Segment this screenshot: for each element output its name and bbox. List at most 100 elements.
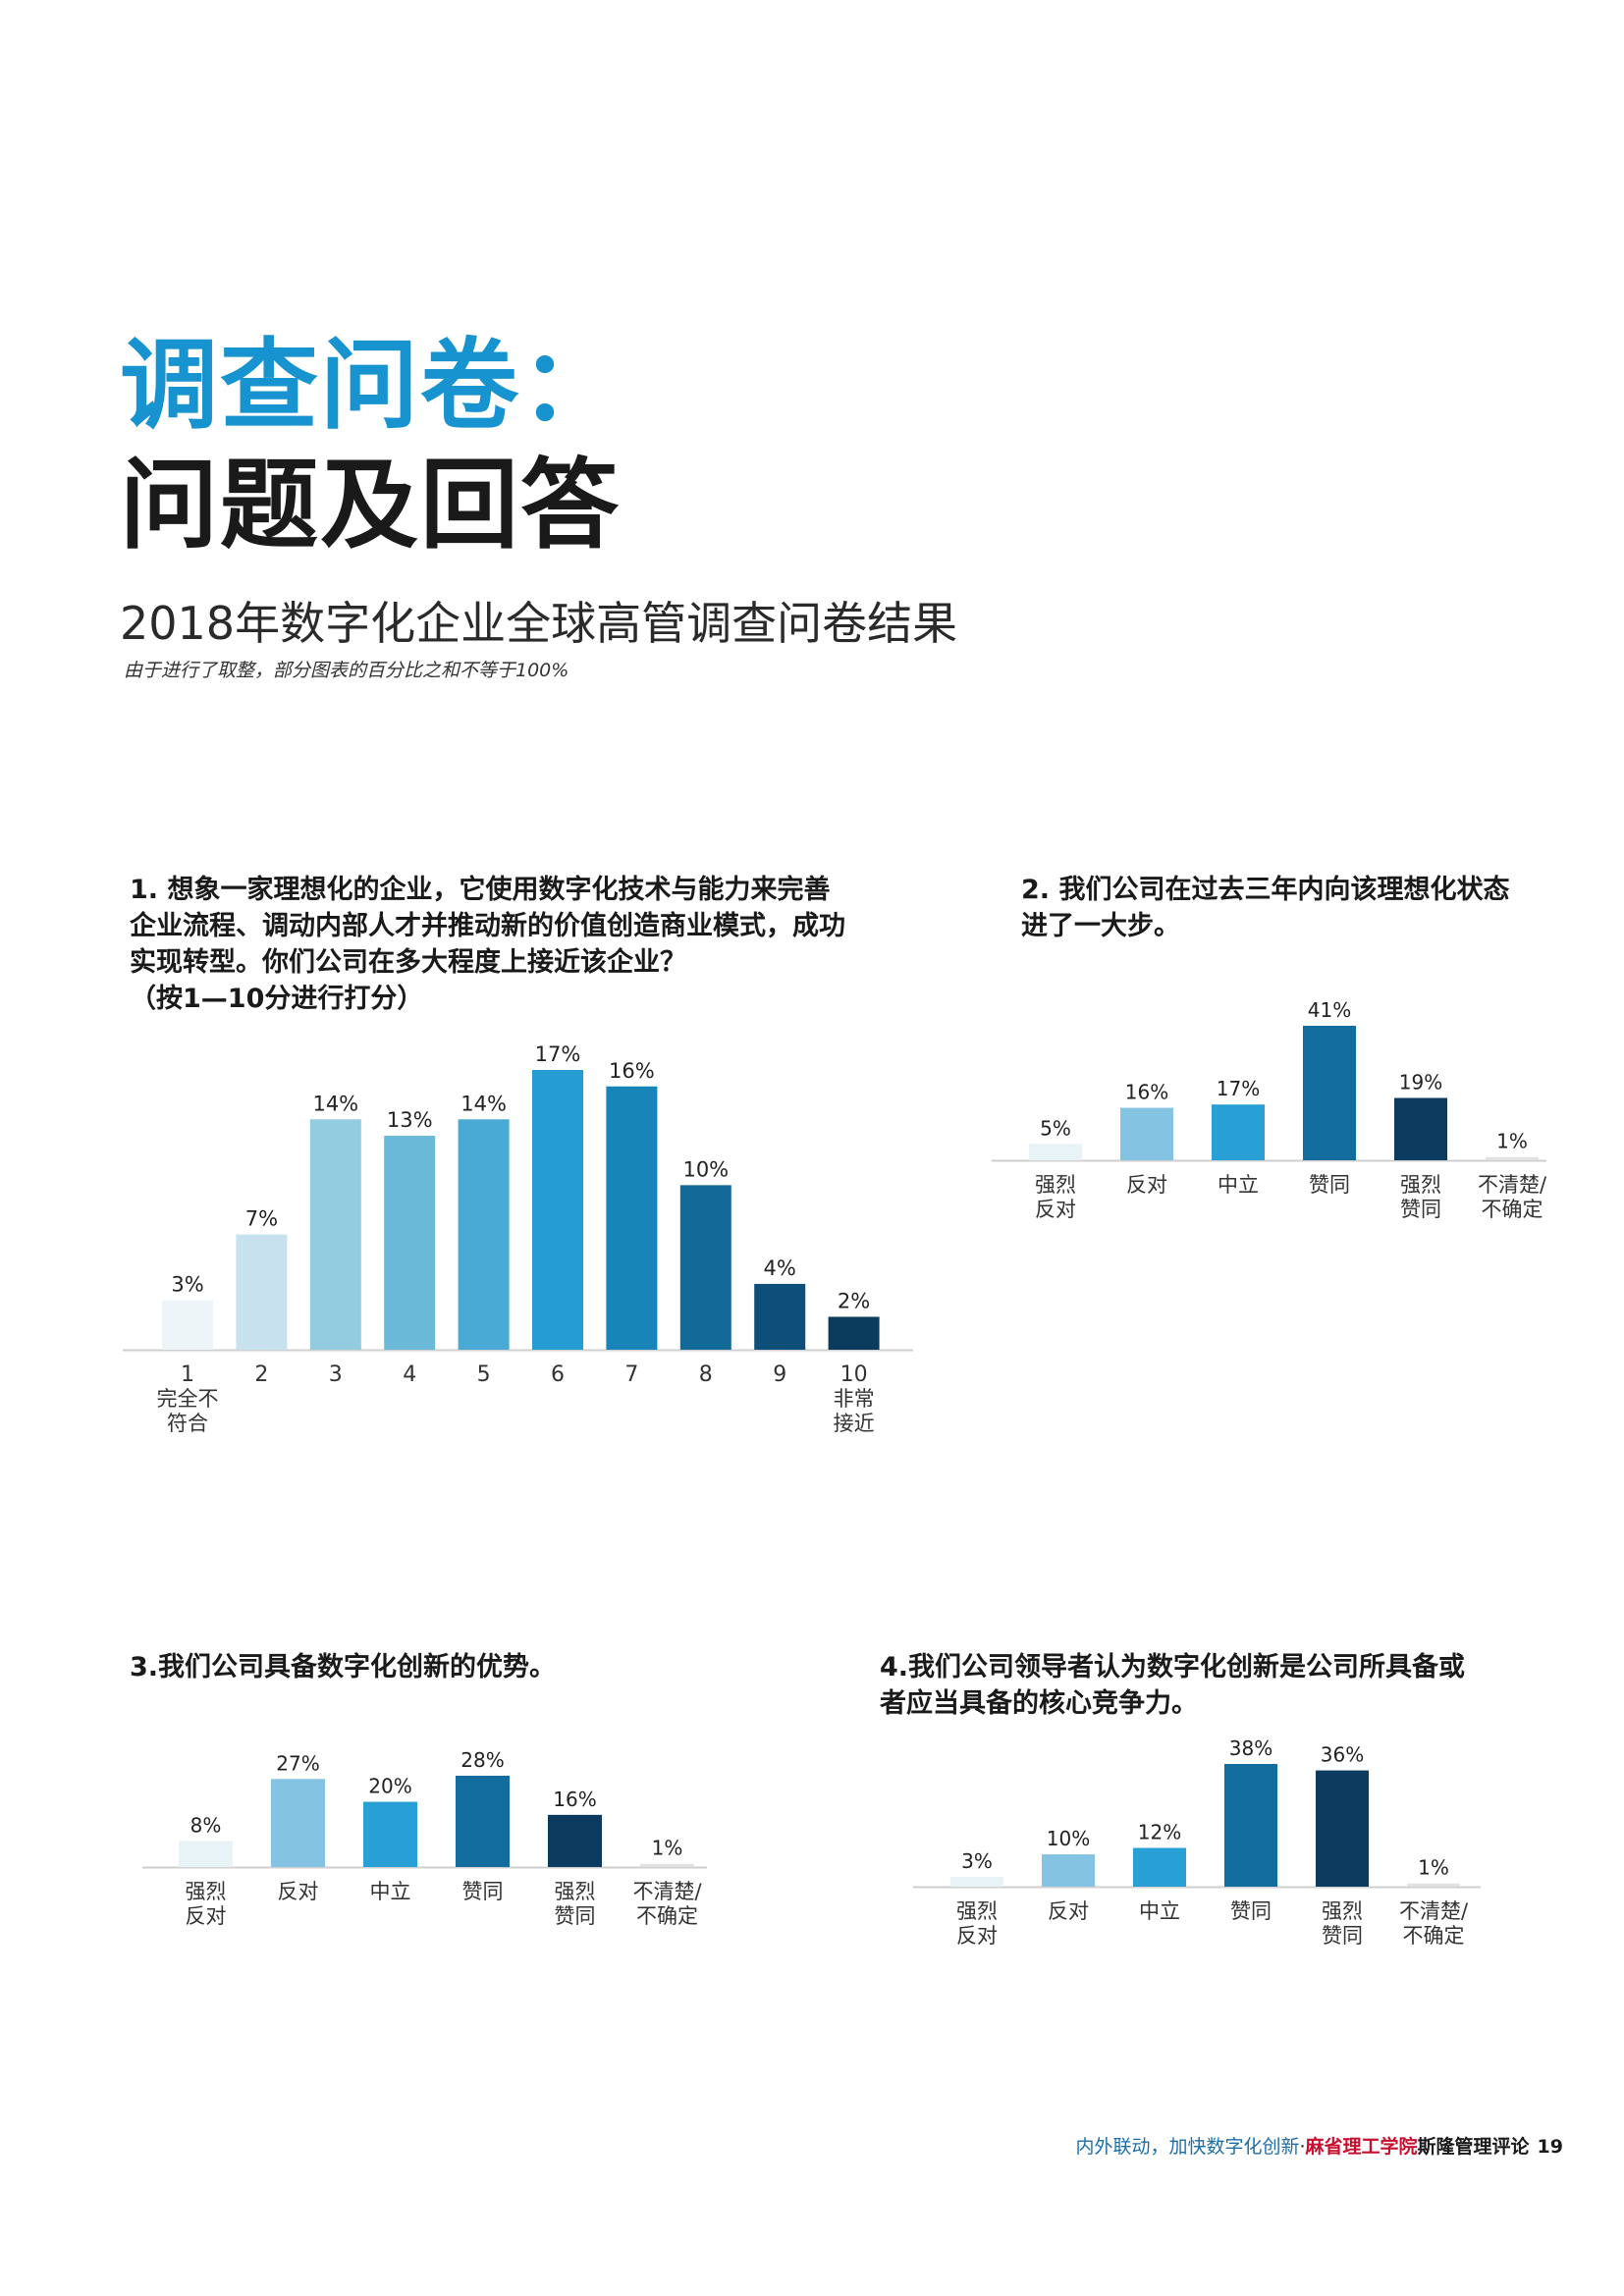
q2-category-label: 赞同 bbox=[1309, 1173, 1350, 1197]
question-1-line: 1. 想象一家理想化的企业，它使用数字化技术与能力来完善 bbox=[130, 875, 831, 905]
q2-value-label: 19% bbox=[1399, 1071, 1442, 1095]
q3-bar bbox=[363, 1801, 417, 1867]
footer-separator: · bbox=[1299, 2136, 1306, 2158]
question-2: 2. 我们公司在过去三年内向该理想化状态 进了一大步。 bbox=[1021, 872, 1571, 944]
question-4-line: 者应当具备的核心竞争力。 bbox=[880, 1688, 1198, 1719]
q1-bar bbox=[532, 1070, 583, 1350]
question-4-line: 4.我们公司领导者认为数字化创新是公司所具备或 bbox=[880, 1652, 1466, 1682]
q1-value-label: 14% bbox=[312, 1092, 358, 1115]
q3-category-label: 强烈 bbox=[186, 1880, 227, 1903]
q3-value-label: 8% bbox=[190, 1813, 222, 1837]
q3-value-label: 28% bbox=[460, 1748, 504, 1772]
q1-category-label: 10 bbox=[840, 1362, 868, 1387]
q3-bar bbox=[548, 1814, 602, 1867]
q4-category-label: 不确定 bbox=[1403, 1924, 1465, 1948]
q3-bar bbox=[271, 1779, 325, 1867]
page-footer: 内外联动，加快数字化创新·麻省理工学院斯隆管理评论 19 bbox=[1075, 2132, 1563, 2159]
q1-category-label: 9 bbox=[773, 1362, 786, 1387]
q3-category-label: 不清楚/ bbox=[632, 1880, 702, 1903]
q1-value-label: 16% bbox=[609, 1059, 655, 1083]
q4-category-label: 不清楚/ bbox=[1399, 1899, 1469, 1923]
q1-category-label: 6 bbox=[551, 1362, 565, 1387]
q1-value-label: 3% bbox=[171, 1273, 203, 1297]
q2-value-label: 16% bbox=[1125, 1081, 1168, 1104]
question-1: 1. 想象一家理想化的企业，它使用数字化技术与能力来完善 企业流程、调动内部人才… bbox=[130, 872, 945, 1017]
q1-value-label: 4% bbox=[764, 1256, 796, 1280]
question-4: 4.我们公司领导者认为数字化创新是公司所具备或 者应当具备的核心竞争力。 bbox=[880, 1649, 1557, 1722]
q2-category-label: 赞同 bbox=[1400, 1198, 1441, 1221]
q1-bar bbox=[384, 1136, 436, 1350]
q1-category-label: 符合 bbox=[167, 1412, 208, 1435]
q3-bar bbox=[456, 1776, 510, 1867]
q3-category-label: 反对 bbox=[186, 1904, 227, 1928]
q1-category-label: 完全不 bbox=[157, 1387, 219, 1411]
q2-bar bbox=[1303, 1026, 1356, 1160]
question-1-line: 企业流程、调动内部人才并推动新的价值创造商业模式，成功 bbox=[130, 911, 845, 941]
q4-value-label: 36% bbox=[1321, 1743, 1364, 1767]
q3-bar bbox=[179, 1841, 233, 1867]
q1-value-label: 17% bbox=[535, 1042, 581, 1066]
q2-bar bbox=[1486, 1156, 1539, 1160]
q2-bar bbox=[1120, 1107, 1173, 1160]
q4-bar bbox=[950, 1877, 1003, 1887]
question-3: 3.我们公司具备数字化创新的优势。 bbox=[130, 1649, 817, 1685]
q4-value-label: 1% bbox=[1418, 1856, 1449, 1880]
question-2-line: 2. 我们公司在过去三年内向该理想化状态 bbox=[1021, 875, 1510, 905]
q4-value-label: 10% bbox=[1047, 1827, 1090, 1850]
footer-journal: 斯隆管理评论 bbox=[1417, 2136, 1530, 2158]
q1-bar bbox=[236, 1234, 288, 1350]
q1-bar bbox=[162, 1300, 213, 1350]
q2-category-label: 不清楚/ bbox=[1478, 1173, 1547, 1197]
q3-category-label: 中立 bbox=[370, 1880, 411, 1903]
q2-category-label: 不确定 bbox=[1482, 1198, 1543, 1221]
q1-bar bbox=[458, 1119, 510, 1350]
q1-value-label: 13% bbox=[387, 1108, 433, 1132]
q3-value-label: 16% bbox=[553, 1788, 596, 1811]
q3-category-label: 反对 bbox=[278, 1880, 319, 1903]
q1-category-label: 7 bbox=[624, 1362, 638, 1387]
q4-category-label: 赞同 bbox=[1322, 1924, 1363, 1948]
q2-value-label: 5% bbox=[1040, 1116, 1071, 1140]
q1-bar bbox=[606, 1086, 658, 1350]
q1-value-label: 7% bbox=[245, 1207, 278, 1231]
q3-value-label: 1% bbox=[652, 1837, 683, 1860]
q4-category-label: 强烈 bbox=[1322, 1899, 1363, 1923]
q4-bar bbox=[1133, 1847, 1186, 1887]
q3-value-label: 27% bbox=[276, 1751, 319, 1775]
q1-value-label: 10% bbox=[682, 1157, 729, 1181]
q2-value-label: 17% bbox=[1217, 1077, 1260, 1100]
q4-bar bbox=[1224, 1764, 1277, 1887]
question-3-line: 3.我们公司具备数字化创新的优势。 bbox=[130, 1652, 557, 1682]
q4-value-label: 12% bbox=[1138, 1821, 1181, 1844]
footer-institute: 麻省理工学院 bbox=[1305, 2136, 1418, 2158]
page-subtitle: 2018年数字化企业全球高管调查问卷结果 bbox=[120, 597, 958, 650]
q2-value-label: 41% bbox=[1308, 998, 1351, 1022]
question-1-line: （按1—10分进行打分） bbox=[130, 984, 424, 1014]
q3-category-label: 不确定 bbox=[636, 1904, 698, 1928]
question-2-line: 进了一大步。 bbox=[1021, 911, 1180, 941]
q4-bar bbox=[1042, 1854, 1095, 1887]
q2-bar bbox=[1394, 1097, 1447, 1160]
q1-bar bbox=[754, 1283, 806, 1350]
q4-bar bbox=[1407, 1883, 1460, 1887]
page-number: 19 bbox=[1537, 2136, 1563, 2158]
q2-category-label: 反对 bbox=[1035, 1198, 1076, 1221]
q3-category-label: 赞同 bbox=[462, 1880, 504, 1903]
q1-category-label: 3 bbox=[329, 1362, 343, 1387]
q2-category-label: 强烈 bbox=[1035, 1173, 1076, 1197]
q3-category-label: 赞同 bbox=[555, 1904, 596, 1928]
q1-category-label: 4 bbox=[403, 1362, 416, 1387]
q1-category-label: 接近 bbox=[834, 1412, 875, 1435]
q1-category-label: 1 bbox=[181, 1362, 194, 1387]
q1-bar bbox=[679, 1185, 731, 1350]
q2-category-label: 中立 bbox=[1218, 1173, 1259, 1197]
q4-bar bbox=[1316, 1770, 1369, 1887]
question-1-line: 实现转型。你们公司在多大程度上接近该企业？ bbox=[130, 947, 686, 978]
q1-category-label: 2 bbox=[254, 1362, 268, 1387]
q2-category-label: 强烈 bbox=[1400, 1173, 1441, 1197]
q4-category-label: 反对 bbox=[956, 1924, 998, 1948]
page-title-line2: 问题及回答 bbox=[120, 448, 621, 562]
